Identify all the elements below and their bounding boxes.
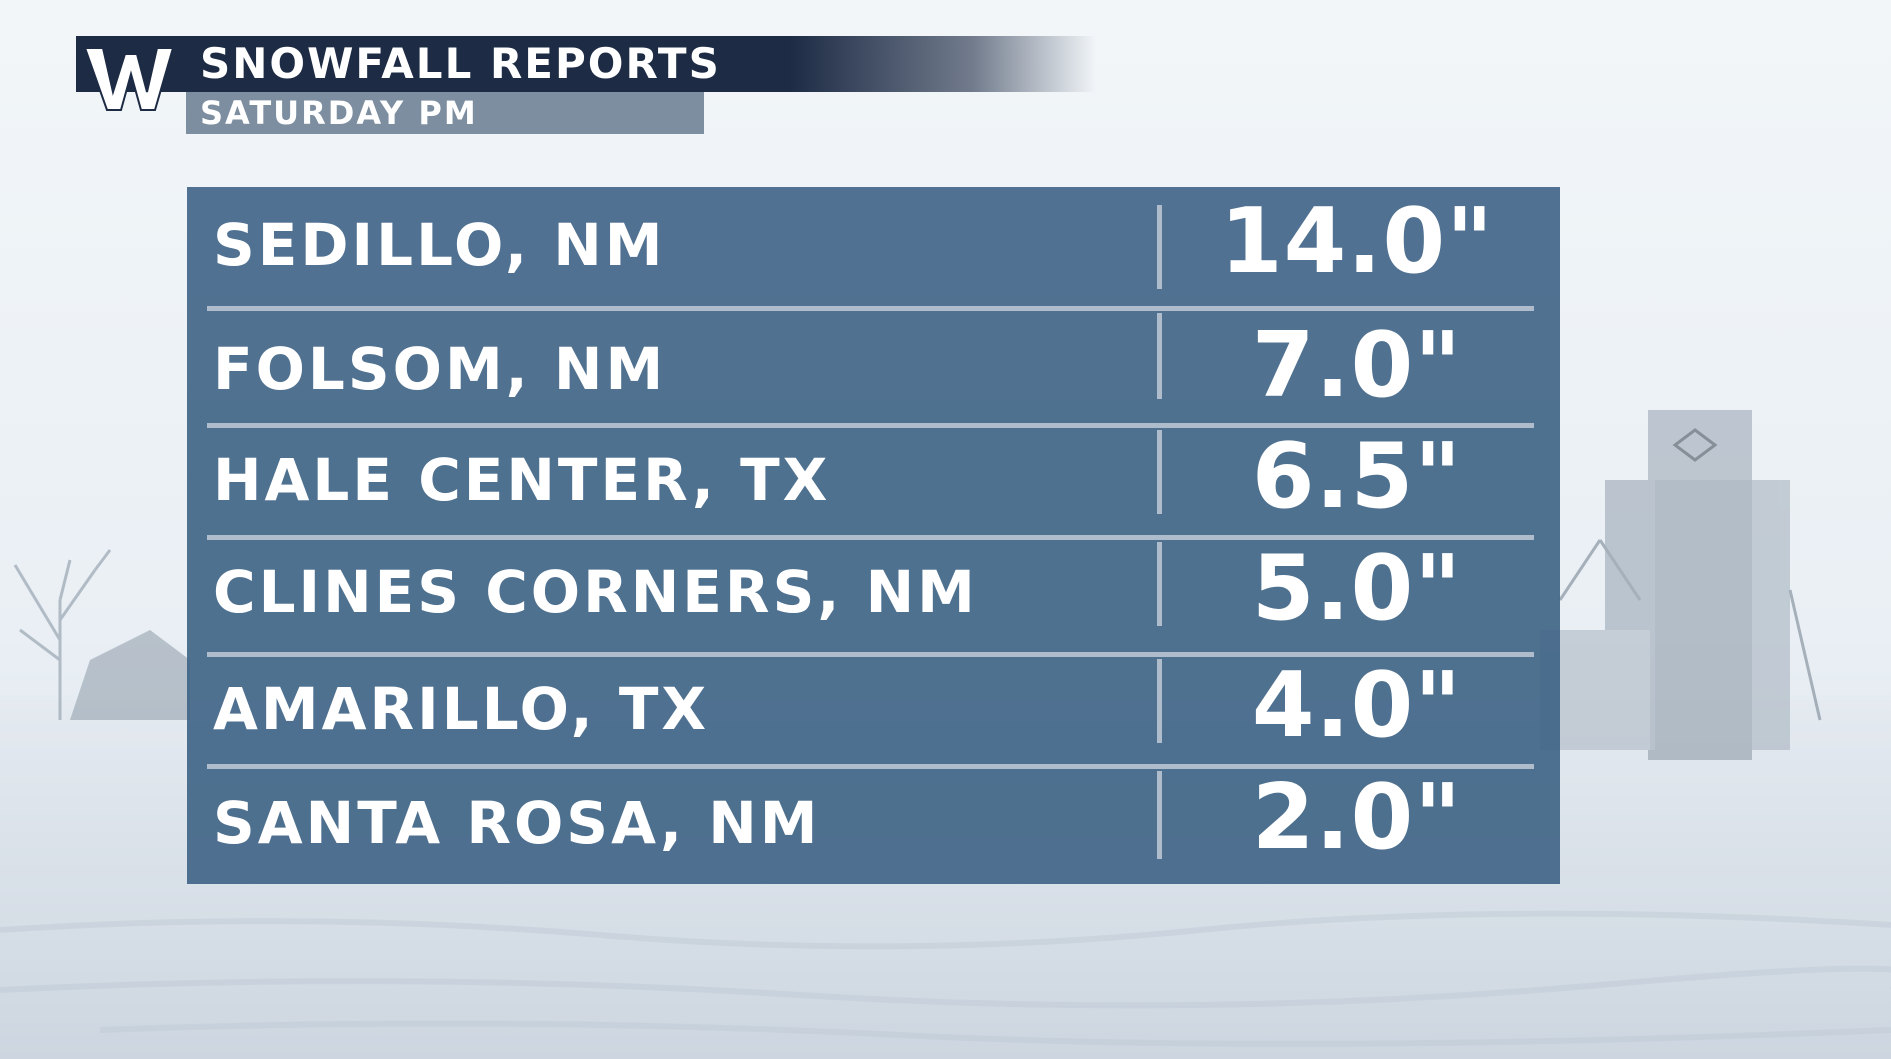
report-row: CLINES CORNERS, NM 5.0": [187, 536, 1560, 656]
report-location: AMARILLO, TX: [213, 675, 710, 743]
snowfall-reports-table: SEDILLO, NM 14.0" FOLSOM, NM 7.0" HALE C…: [187, 187, 1560, 884]
column-divider: [1157, 771, 1162, 859]
report-amount: 14.0": [1220, 189, 1494, 294]
column-divider: [1157, 205, 1162, 289]
row-divider: [207, 306, 1534, 311]
report-amount: 6.5": [1251, 424, 1463, 529]
report-row: SEDILLO, NM 14.0": [187, 187, 1560, 303]
row-divider: [207, 423, 1534, 428]
report-row: AMARILLO, TX 4.0": [187, 653, 1560, 773]
column-divider: [1157, 542, 1162, 626]
report-amount: 7.0": [1251, 313, 1463, 418]
report-location: FOLSOM, NM: [213, 335, 667, 403]
row-divider: [207, 652, 1534, 657]
report-amount: 2.0": [1251, 765, 1463, 870]
graphic-title: SNOWFALL REPORTS: [200, 39, 721, 88]
report-location: HALE CENTER, TX: [213, 446, 831, 514]
column-divider: [1157, 313, 1162, 399]
report-amount: 4.0": [1251, 653, 1463, 758]
w-logo-icon: [83, 47, 175, 111]
header-title-bar: [76, 36, 1096, 92]
graphic-subtitle: SATURDAY PM: [200, 94, 478, 132]
column-divider: [1157, 430, 1162, 514]
report-row: HALE CENTER, TX 6.5": [187, 424, 1560, 544]
column-divider: [1157, 659, 1162, 743]
report-row: SANTA ROSA, NM 2.0": [187, 765, 1560, 885]
report-location: SANTA ROSA, NM: [213, 789, 821, 857]
report-location: CLINES CORNERS, NM: [213, 558, 978, 626]
row-divider: [207, 764, 1534, 769]
report-row: FOLSOM, NM 7.0": [187, 311, 1560, 427]
report-location: SEDILLO, NM: [213, 211, 666, 279]
weather-network-logo: [76, 36, 182, 120]
report-amount: 5.0": [1251, 536, 1463, 641]
subtitle-bar: [186, 92, 704, 134]
row-divider: [207, 535, 1534, 540]
